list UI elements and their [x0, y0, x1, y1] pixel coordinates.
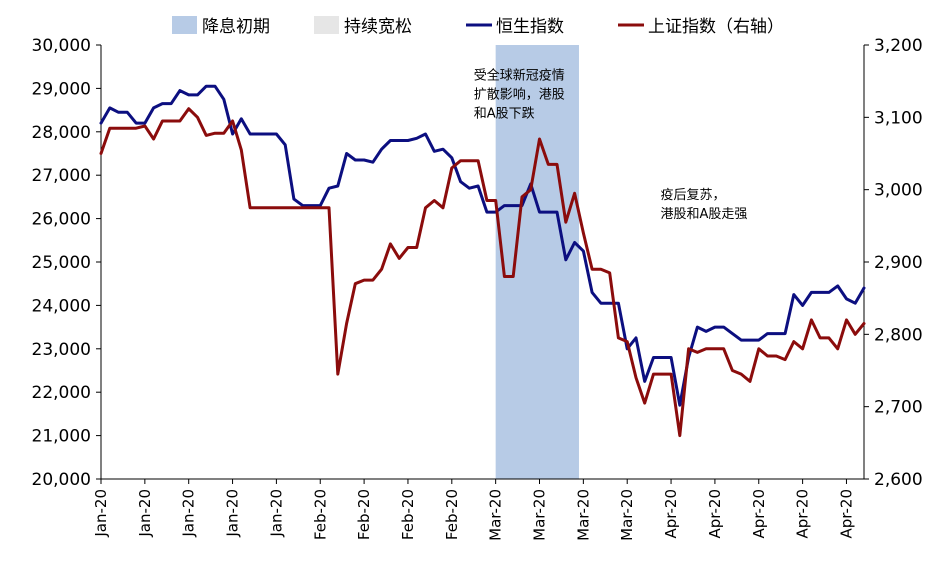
y-left-tick-label: 29,000 — [32, 79, 91, 99]
x-tick-label: Apr-20 — [662, 489, 680, 539]
x-tick-label: Jan-20 — [224, 489, 242, 538]
annotation-text: 和A股下跌 — [474, 106, 535, 122]
legend-label: 降息初期 — [202, 17, 270, 37]
y-left-tick-label: 25,000 — [32, 253, 91, 273]
y-right-tick-label: 2,800 — [874, 325, 923, 345]
x-tick-label: Mar-20 — [531, 489, 549, 541]
x-tick-label: Apr-20 — [750, 489, 768, 539]
y-right-tick-label: 3,200 — [874, 36, 923, 56]
x-tick-label: Jan-20 — [267, 489, 285, 538]
series-layer — [99, 84, 866, 438]
legend-label: 持续宽松 — [344, 17, 412, 37]
y-right-tick-label: 2,900 — [874, 253, 923, 273]
y-left-tick-label: 23,000 — [32, 340, 91, 360]
series-line-hangseng — [99, 84, 866, 407]
annotation-text: 港股和A股走强 — [661, 207, 748, 222]
x-tick-label: Feb-20 — [311, 489, 329, 540]
y-left-tick-label: 21,000 — [32, 427, 91, 447]
series-line-shanghai — [99, 107, 866, 438]
y-right-tick-label: 2,600 — [874, 470, 923, 490]
x-tick-label: Jan-20 — [92, 489, 110, 538]
x-tick-label: Mar-20 — [487, 489, 505, 541]
x-tick-label: Apr-20 — [837, 489, 855, 539]
axes-layer: 20,000 21,000 22,000 23,000 24,000 25,000 26,0… — [32, 36, 923, 541]
y-right-tick-label: 3,100 — [874, 108, 923, 128]
y-left-tick-label: 30,000 — [32, 36, 91, 56]
legend-label: 上证指数（右轴） — [648, 17, 784, 37]
y-left-tick-label: 20,000 — [32, 470, 91, 490]
x-tick-label: Mar-20 — [618, 489, 636, 541]
legend-swatch-band — [172, 16, 197, 34]
x-tick-label: Jan-20 — [180, 489, 198, 538]
annotation-text: 受全球新冠疫情 — [474, 68, 565, 84]
legend: 降息初期 持续宽松 恒生指数 上证指数（右轴） — [172, 16, 784, 37]
y-right-tick-label: 2,700 — [874, 398, 923, 418]
legend-swatch-band — [314, 16, 339, 34]
x-tick-label: Apr-20 — [706, 489, 724, 539]
y-left-tick-label: 28,000 — [32, 123, 91, 143]
y-right-tick-label: 3,000 — [874, 181, 923, 201]
x-tick-label: Apr-20 — [794, 489, 812, 539]
x-tick-label: Feb-20 — [355, 489, 373, 540]
shaded-band-rate-cut — [495, 45, 579, 479]
y-left-tick-label: 22,000 — [32, 383, 91, 403]
x-tick-label: Mar-20 — [574, 489, 592, 541]
x-tick-label: Jan-20 — [136, 489, 154, 538]
y-left-tick-label: 26,000 — [32, 210, 91, 230]
x-tick-label: Feb-20 — [399, 489, 417, 540]
legend-label: 恒生指数 — [496, 17, 564, 37]
annotation-text: 疫后复苏， — [661, 187, 726, 203]
annotation-text: 扩散影响，港股 — [474, 87, 565, 103]
x-tick-label: Feb-20 — [443, 489, 461, 540]
band-layer — [495, 45, 579, 479]
y-left-tick-label: 27,000 — [32, 166, 91, 186]
y-left-tick-label: 24,000 — [32, 296, 91, 316]
